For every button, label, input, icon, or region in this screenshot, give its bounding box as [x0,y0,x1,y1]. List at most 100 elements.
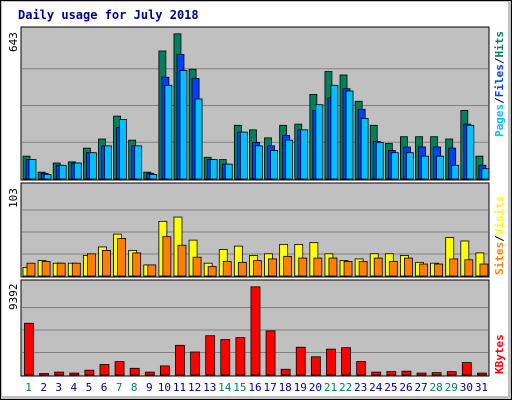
legend-separator: / [493,235,506,242]
bar-kbytes-day-25 [386,371,397,376]
bar-kbytes-day-11 [175,344,185,376]
bar-sites-day-31 [479,263,489,277]
bar-pages-day-9 [149,174,158,180]
bar-pages-day-11 [179,70,188,180]
bar-sites-day-27 [419,263,428,277]
x-label-day-1: 1 [25,381,32,394]
bar-kbytes-day-14 [220,339,231,376]
x-label-day-18: 18 [279,381,292,394]
bar-kbytes-day-1 [24,322,34,376]
x-label-day-28: 28 [430,381,443,394]
bar-sites-day-26 [404,257,413,277]
x-label-day-13: 13 [203,381,216,394]
bar-pages-day-23 [360,118,369,180]
legend-files: Files [493,64,506,97]
bar-sites-day-18 [283,255,293,277]
bar-kbytes-day-27 [416,372,427,376]
bar-sites-day-23 [358,261,368,277]
bar-kbytes-day-9 [144,371,155,376]
bar-sites-day-11 [177,244,187,277]
x-label-day-2: 2 [40,381,47,394]
bar-sites-day-7 [117,238,126,277]
bar-sites-day-4 [71,262,81,277]
bar-sites-day-22 [343,261,353,277]
bar-pages-day-3 [58,164,67,180]
bar-kbytes-day-6 [99,364,110,376]
x-label-day-8: 8 [131,381,138,394]
panel-hits-files-pages [20,26,490,181]
bar-kbytes-day-12 [190,351,200,376]
bar-pages-day-1 [28,159,37,180]
x-label-day-25: 25 [384,381,397,394]
legend-visits: Visits [493,196,506,236]
bar-pages-day-21 [330,84,339,180]
legend-sites: Sites [493,242,506,275]
bar-kbytes-day-29 [446,371,457,376]
panel-top-bars [22,33,490,180]
bar-pages-day-2 [43,174,52,180]
bar-kbytes-day-15 [235,337,246,376]
bar-pages-day-25 [390,152,399,180]
bar-kbytes-day-23 [356,361,367,376]
bar-pages-day-18 [285,139,294,180]
x-label-day-26: 26 [399,381,412,394]
bar-kbytes-day-13 [205,335,216,376]
bar-pages-day-12 [194,98,203,180]
bar-sites-day-19 [298,257,308,277]
bar-pages-day-10 [164,84,173,180]
bar-kbytes-day-5 [84,369,95,376]
bar-pages-day-29 [451,164,460,180]
x-label-day-21: 21 [324,381,337,394]
middle-ymax-label: 103 [7,188,20,208]
bar-sites-day-29 [449,258,459,277]
x-label-day-23: 23 [354,381,367,394]
bar-pages-day-13 [209,159,218,180]
bar-sites-day-9 [147,264,157,277]
bar-pages-day-19 [300,129,309,180]
bar-pages-day-16 [255,145,263,180]
bar-kbytes-day-10 [159,365,170,376]
x-label-day-9: 9 [146,381,153,394]
x-label-day-3: 3 [55,381,62,394]
bar-pages-day-4 [73,162,82,180]
legend-kbytes: KBytes [493,334,506,374]
bar-sites-day-5 [86,253,96,277]
bar-sites-day-24 [373,257,383,277]
bar-kbytes-day-17 [265,330,276,376]
top-ymax-label: 643 [7,32,20,52]
bar-sites-day-2 [41,261,51,277]
x-label-day-6: 6 [101,381,108,394]
bar-kbytes-day-24 [371,371,382,376]
bar-sites-day-12 [192,256,202,277]
x-label-day-15: 15 [233,381,246,394]
bar-kbytes-day-20 [310,356,321,376]
bar-sites-day-6 [102,249,111,277]
panel-bottom-bars [24,286,487,376]
x-label-day-27: 27 [414,381,427,394]
x-label-day-31: 31 [475,381,488,394]
bar-sites-day-17 [268,258,277,277]
bar-kbytes-day-18 [280,368,291,376]
x-label-day-19: 19 [294,381,307,394]
x-label-day-29: 29 [445,381,458,394]
bar-pages-day-5 [88,152,97,180]
bar-kbytes-day-4 [69,372,80,376]
bar-kbytes-day-31 [477,372,487,376]
bar-pages-day-15 [239,131,248,180]
bar-sites-day-15 [237,261,247,277]
panel-visits-sites [20,182,490,278]
x-label-day-14: 14 [218,381,232,394]
x-label-day-7: 7 [116,381,123,394]
bar-kbytes-day-2 [39,373,49,376]
x-label-day-10: 10 [158,381,171,394]
bar-pages-day-30 [466,124,475,180]
x-label-day-17: 17 [263,381,276,394]
bar-pages-day-27 [421,155,429,180]
bar-sites-day-14 [222,261,232,277]
legend-middle: Sites/Visits [493,196,506,276]
bar-sites-day-16 [253,260,262,277]
x-label-day-24: 24 [369,381,383,394]
x-label-day-11: 11 [173,381,186,394]
legend-hits: Hits [493,31,506,58]
